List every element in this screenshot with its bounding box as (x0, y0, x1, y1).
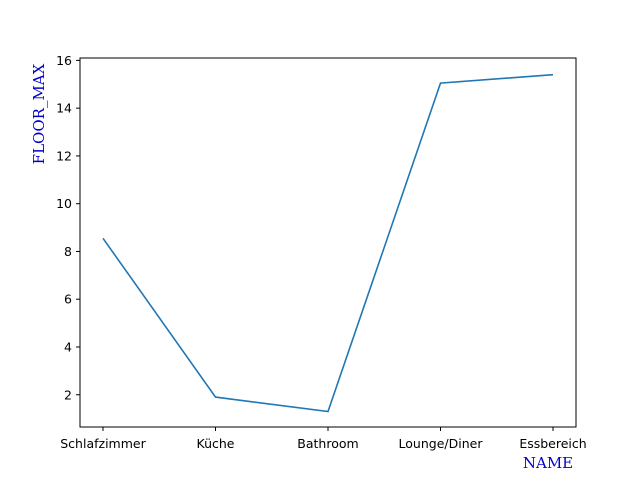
y-tick-label: 16 (56, 53, 72, 68)
y-axis-title: FLOOR_MAX (30, 63, 48, 164)
y-tick-label: 12 (56, 148, 72, 163)
x-tick-label: Küche (197, 436, 235, 451)
series-line (102, 73, 554, 413)
x-tick-label: Schlafzimmer (60, 436, 146, 451)
y-axis: 2 4 6 8 10 12 14 16 (56, 53, 80, 402)
plot-area (79, 57, 577, 428)
x-tick-label: Essbereich (519, 436, 586, 451)
y-tick-label: 10 (56, 196, 72, 211)
y-tick-label: 14 (56, 101, 72, 116)
y-tick-label: 4 (64, 339, 72, 354)
x-axis: Schlafzimmer Küche Bathroom Lounge/Diner Ess… (60, 427, 587, 451)
x-tick-label: Lounge/Diner (399, 436, 484, 451)
y-tick-label: 2 (64, 387, 72, 402)
y-tick-label: 8 (64, 244, 72, 259)
y-tick-label: 6 (64, 292, 72, 307)
x-axis-title: NAME (523, 454, 573, 472)
x-tick-label: Bathroom (297, 436, 358, 451)
